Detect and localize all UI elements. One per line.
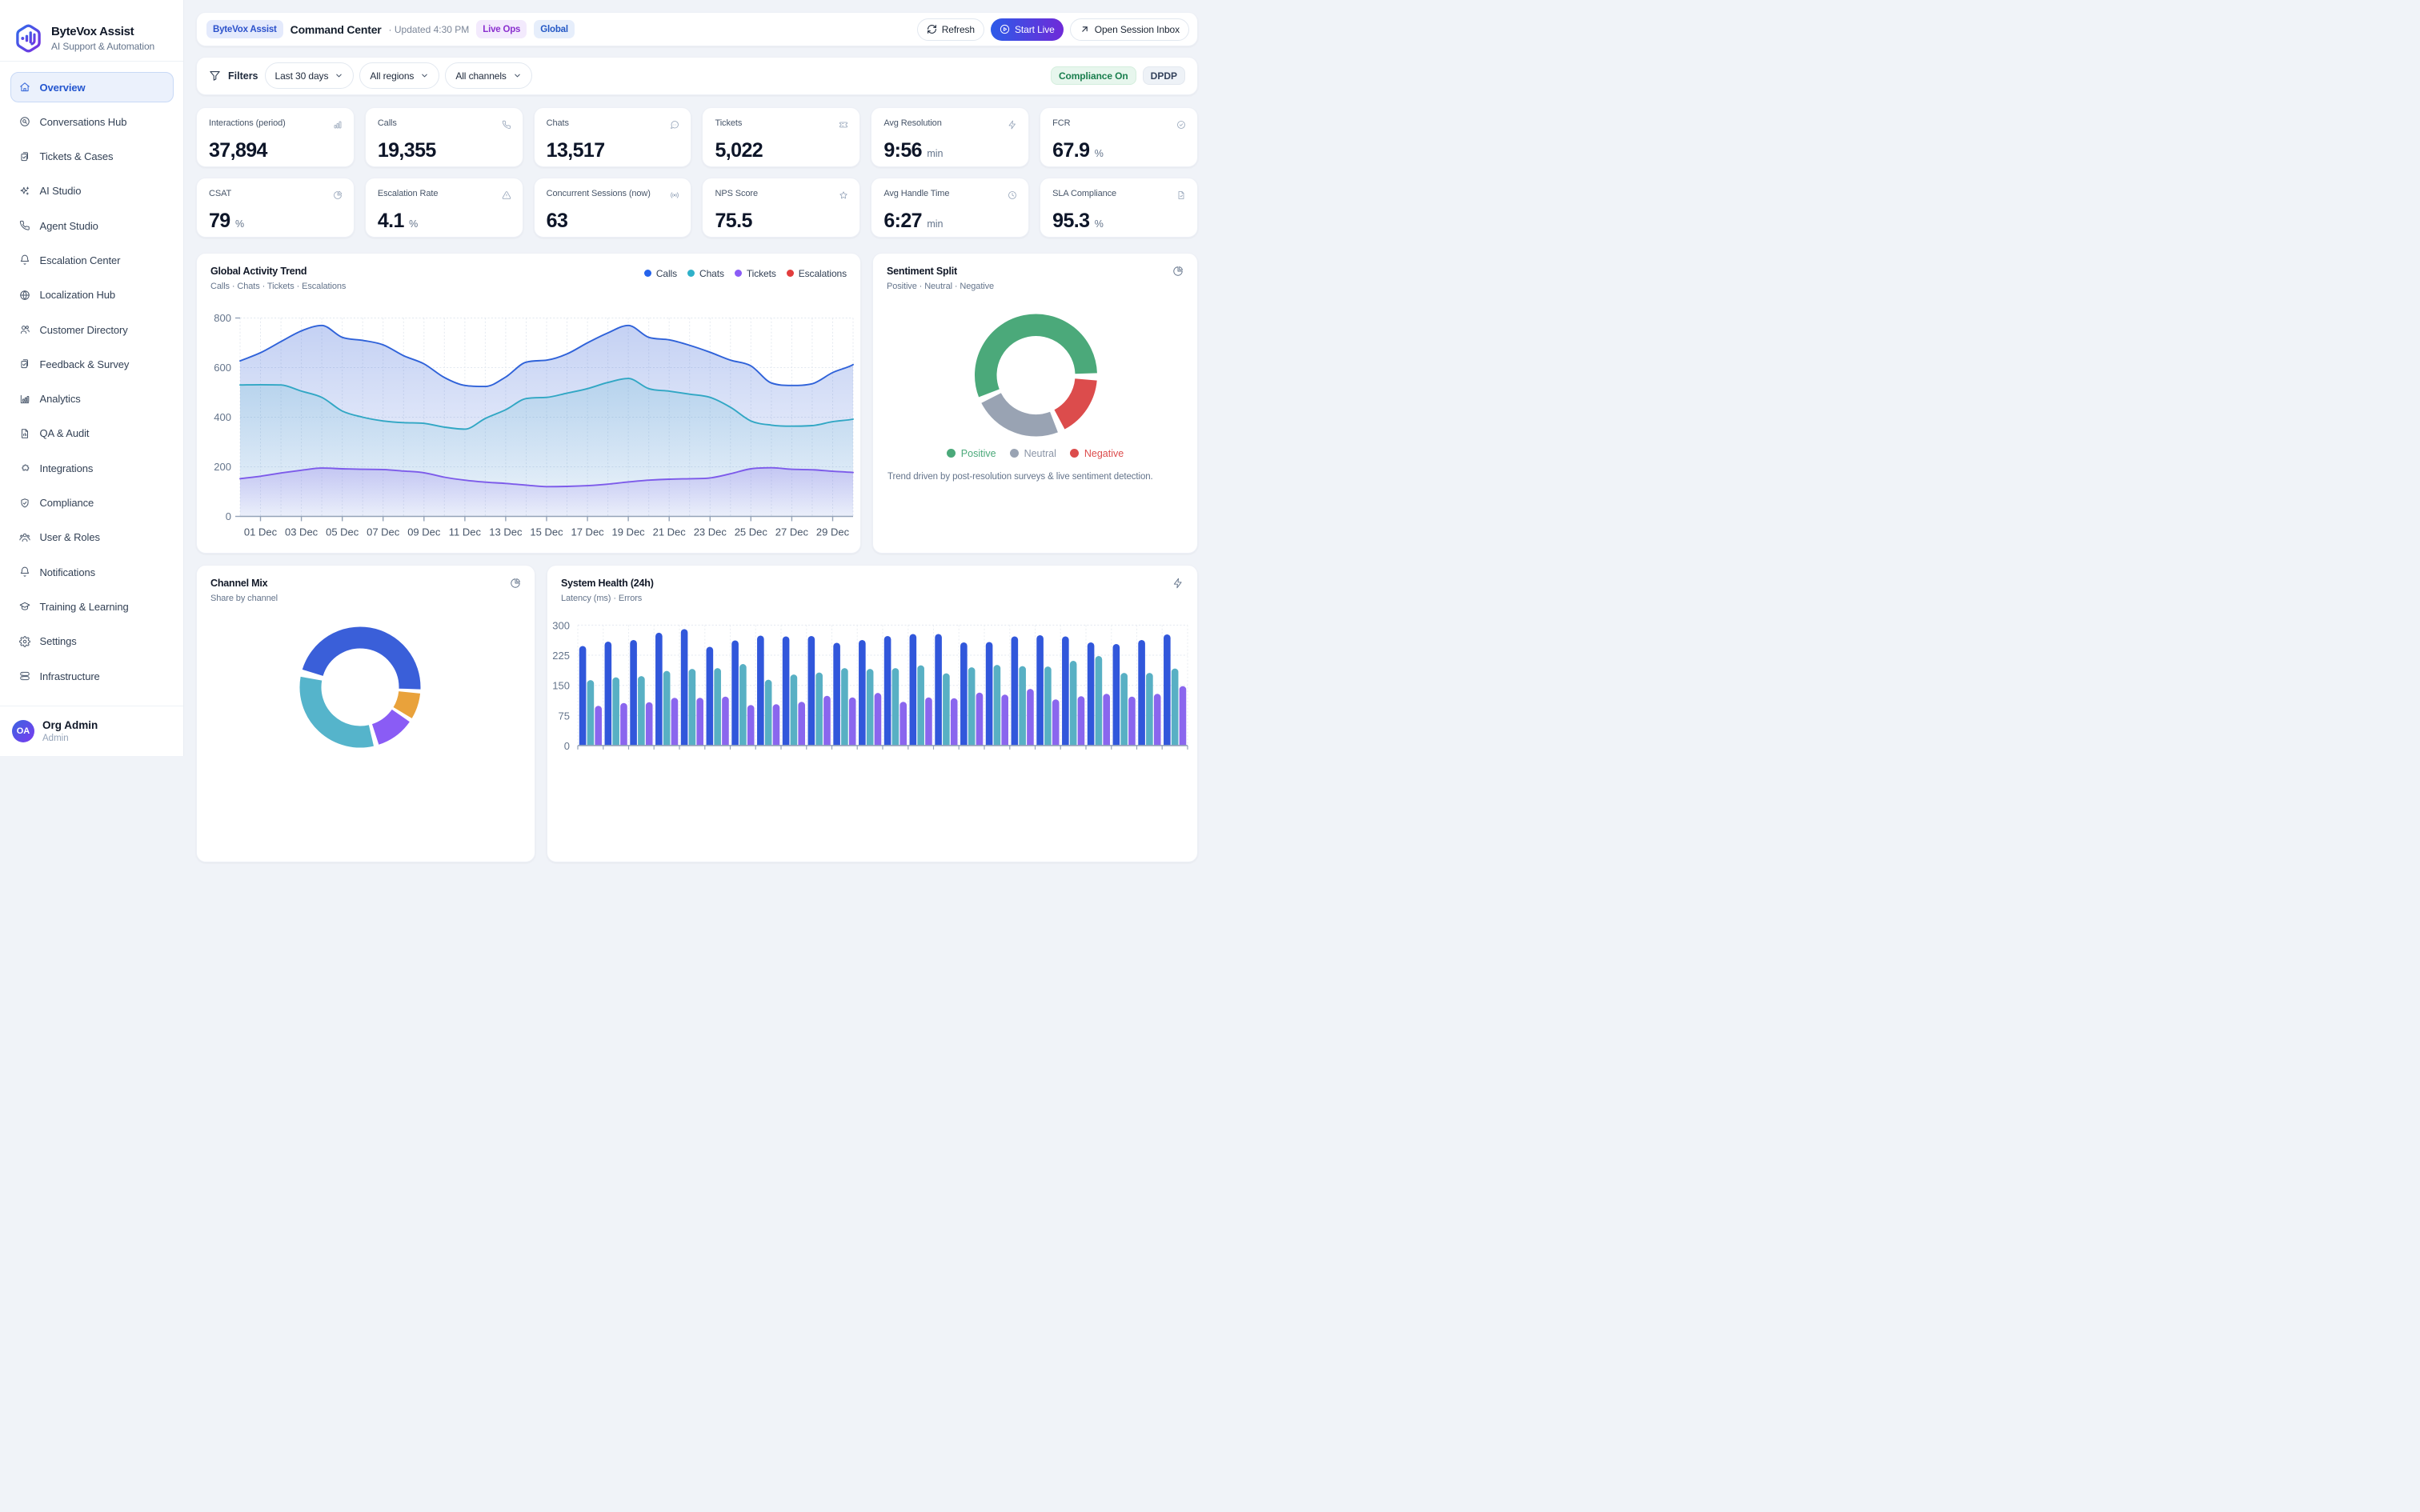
svg-text:0: 0 — [564, 739, 570, 751]
svg-text:17 Dec: 17 Dec — [571, 526, 604, 538]
svg-text:200: 200 — [214, 461, 231, 473]
svg-text:600: 600 — [214, 362, 231, 374]
svg-text:19 Dec: 19 Dec — [611, 526, 645, 538]
svg-text:25 Dec: 25 Dec — [735, 526, 768, 538]
svg-text:23 Dec: 23 Dec — [694, 526, 727, 538]
svg-text:07 Dec: 07 Dec — [367, 526, 400, 538]
svg-text:800: 800 — [214, 312, 231, 324]
svg-text:13 Dec: 13 Dec — [489, 526, 523, 538]
svg-text:29 Dec: 29 Dec — [816, 526, 850, 538]
svg-text:09 Dec: 09 Dec — [407, 526, 441, 538]
svg-text:400: 400 — [214, 411, 231, 423]
svg-text:05 Dec: 05 Dec — [326, 526, 359, 538]
svg-text:15 Dec: 15 Dec — [530, 526, 563, 538]
svg-text:01 Dec: 01 Dec — [244, 526, 278, 538]
svg-text:27 Dec: 27 Dec — [775, 526, 809, 538]
svg-text:150: 150 — [552, 679, 570, 691]
svg-text:300: 300 — [552, 619, 570, 631]
svg-text:225: 225 — [552, 650, 570, 662]
svg-text:75: 75 — [559, 710, 570, 722]
svg-text:21 Dec: 21 Dec — [653, 526, 687, 538]
svg-text:03 Dec: 03 Dec — [285, 526, 319, 538]
svg-text:0: 0 — [226, 510, 231, 522]
svg-text:11 Dec: 11 Dec — [449, 526, 482, 538]
